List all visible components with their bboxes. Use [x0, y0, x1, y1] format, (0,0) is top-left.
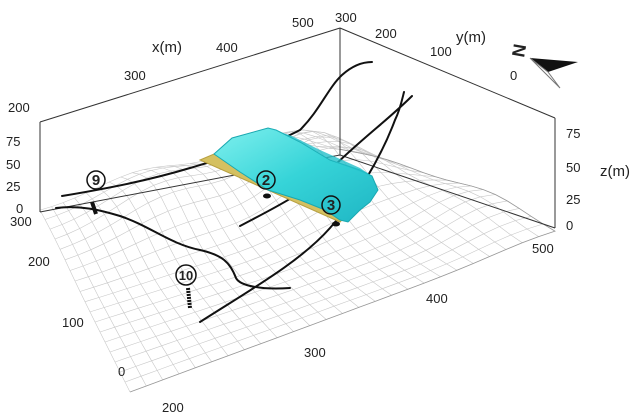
- mesh-line-v: [129, 230, 556, 393]
- x-tick-front-400: 400: [426, 291, 448, 306]
- north-arrow-icon: [529, 57, 578, 89]
- x-tick-front-500: 500: [532, 241, 554, 256]
- mesh-line-v: [84, 179, 448, 302]
- z-left-tick-0: 0: [16, 201, 23, 216]
- x-tick-back-400: 400: [216, 40, 238, 55]
- y-tick-back-0: 0: [510, 68, 517, 83]
- mesh-line-v: [64, 136, 400, 261]
- x-tick-back-200: 200: [8, 100, 30, 115]
- terrain-mesh: [39, 129, 556, 393]
- z-right-tick-75: 75: [566, 126, 580, 141]
- mesh-line-v: [119, 216, 532, 373]
- mesh-line-v: [59, 130, 388, 250]
- mesh-line-v: [109, 200, 508, 353]
- z-left-tick-50: 50: [6, 157, 20, 172]
- mesh-line-u: [74, 197, 180, 375]
- marker-3-label: 3: [327, 197, 335, 214]
- mesh-line-v: [99, 189, 484, 333]
- mesh-line-v: [114, 208, 520, 363]
- mesh-line-v: [104, 194, 496, 343]
- marker-2-circle: [256, 170, 276, 190]
- marker-10-label: 10: [179, 268, 193, 283]
- mesh-line-v: [89, 182, 460, 313]
- mesh-line-v: [79, 172, 436, 292]
- fault-surface-fold: [268, 128, 372, 176]
- well-10-bar: [186, 287, 192, 309]
- y-tick-back-100: 100: [430, 44, 452, 59]
- mesh-line-v: [44, 135, 352, 220]
- fault-line-2: [55, 206, 291, 290]
- y-tick-front-0: 0: [118, 364, 125, 379]
- marker-9-label: 9: [92, 172, 100, 189]
- mesh-line-v: [49, 131, 364, 230]
- x-tick-back-300: 300: [124, 68, 146, 83]
- marker-10-circle: [175, 264, 197, 286]
- well-9-bar: [90, 201, 98, 215]
- x-tick-back-500: 500: [292, 15, 314, 30]
- terrain-outline: [129, 148, 556, 393]
- mesh-line-u: [109, 181, 229, 356]
- y-tick-front-300: 300: [10, 214, 32, 229]
- well-symbols: [90, 193, 340, 309]
- mesh-line-v: [124, 223, 544, 383]
- y-axis-title: y(m): [456, 29, 486, 46]
- box-edge-back-floor: [339, 154, 556, 229]
- box-edge-top-right: [339, 27, 556, 119]
- z-right-tick-50: 50: [566, 160, 580, 175]
- y-tick-front-200: 200: [28, 254, 50, 269]
- y-tick-back-200: 200: [375, 26, 397, 41]
- north-arrow-body: [530, 58, 578, 72]
- mesh-line-v: [94, 185, 472, 323]
- marker-3-circle: [321, 195, 341, 215]
- mesh-line-v: [74, 159, 424, 282]
- z-left-tick-25: 25: [6, 179, 20, 194]
- x-axis-title: x(m): [152, 39, 182, 56]
- mesh-line-u: [51, 206, 147, 387]
- box-edge-top-left: [39, 27, 341, 123]
- north-arrow-tail: [529, 57, 561, 89]
- z-right-tick-0: 0: [566, 218, 573, 233]
- z-left-tick-75: 75: [6, 134, 20, 149]
- x-tick-front-200: 200: [162, 400, 184, 415]
- y-tick-back-300: 300: [335, 10, 357, 25]
- z-right-tick-25: 25: [566, 192, 580, 207]
- x-tick-front-300: 300: [304, 345, 326, 360]
- mesh-line-v: [69, 146, 412, 271]
- marker-9-circle: [86, 170, 106, 190]
- marker-2-label: 2: [262, 172, 270, 189]
- well-3-dot: [332, 221, 340, 227]
- z-axis-title: z(m): [600, 163, 630, 180]
- y-tick-front-100: 100: [62, 315, 84, 330]
- marker-labels: [86, 170, 341, 286]
- north-arrow-label: N: [508, 42, 530, 58]
- well-2-dot: [263, 193, 271, 199]
